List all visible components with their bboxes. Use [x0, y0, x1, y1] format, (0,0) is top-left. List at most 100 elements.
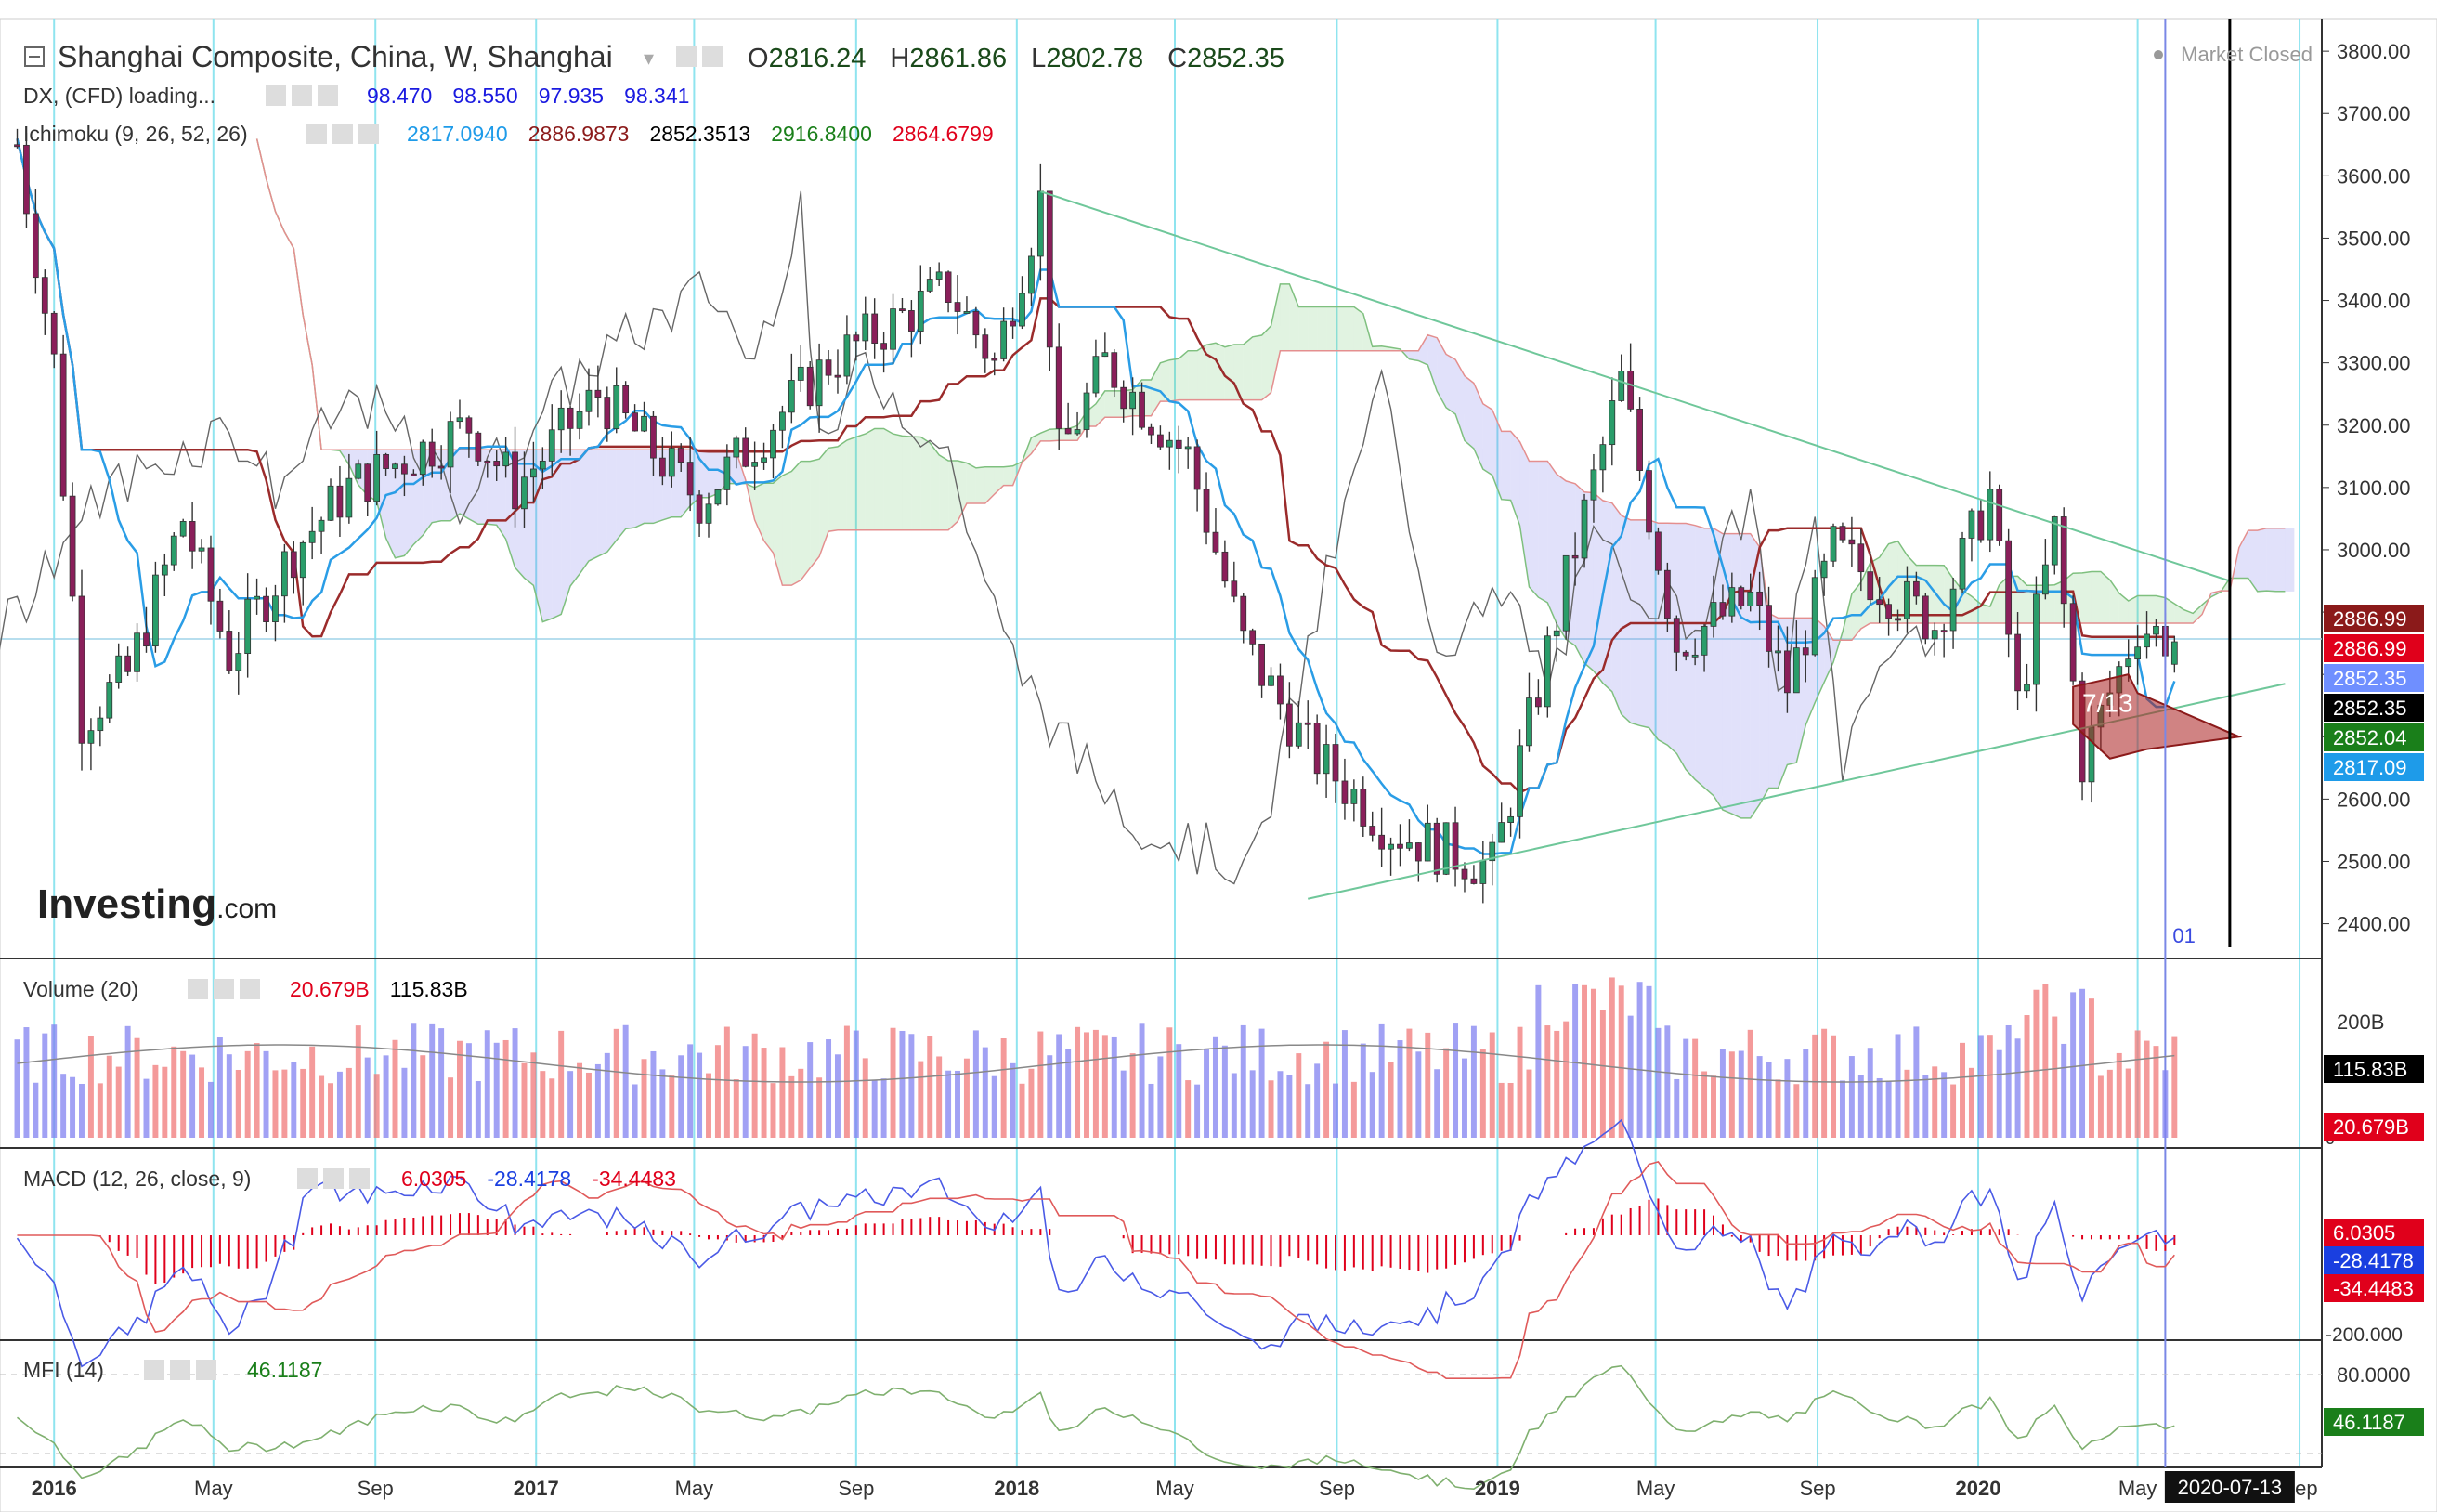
- ohlc-value: 2802.78: [1046, 44, 1143, 73]
- dx-close-icon[interactable]: [318, 85, 338, 106]
- macd-badge: -34.4483: [2324, 1274, 2424, 1302]
- cloud-segment: [1501, 431, 1511, 501]
- candle: [1848, 516, 1856, 567]
- macd-settings-icon[interactable]: [297, 1168, 318, 1189]
- candle-body: [1553, 630, 1560, 637]
- candle: [428, 428, 436, 478]
- volume-settings-icon[interactable]: [188, 979, 208, 999]
- ichimoku-gear-icon[interactable]: [332, 124, 353, 144]
- candle-body: [170, 535, 177, 566]
- volume-bar: [1941, 1072, 1948, 1138]
- volume-bar: [1599, 1010, 1606, 1138]
- candle: [484, 460, 491, 478]
- macd-value: -34.4483: [592, 1167, 676, 1191]
- cloud-segment: [1713, 528, 1723, 811]
- candle: [1452, 806, 1459, 887]
- collapse-icon[interactable]: [24, 46, 45, 67]
- title-menu-icon[interactable]: ▾: [644, 46, 654, 70]
- candle-body: [1895, 618, 1901, 621]
- volume-bar: [1194, 1084, 1201, 1138]
- price-axis: 3800.00 3700.00 3600.00 3500.00 3400.00 3300.…: [2322, 40, 2424, 1436]
- candle: [1175, 425, 1182, 474]
- candle-body: [1728, 587, 1736, 617]
- candle-body: [50, 312, 58, 355]
- candle: [1977, 499, 1985, 543]
- ichimoku-settings-icon[interactable]: [306, 124, 327, 144]
- volume-bar: [2089, 998, 2094, 1138]
- volume-bar: [1618, 985, 1624, 1138]
- candle-body: [69, 495, 76, 597]
- candle-body: [834, 374, 841, 378]
- macd-gear-icon[interactable]: [323, 1168, 344, 1189]
- volume-value: 115.83B: [390, 977, 468, 1001]
- volume-bar: [42, 1033, 48, 1138]
- candle: [1221, 540, 1229, 588]
- settings-icon[interactable]: [676, 46, 697, 67]
- cloud-segment: [2082, 571, 2092, 623]
- volume-bar: [448, 1077, 454, 1138]
- candle: [87, 718, 95, 771]
- volume-bar: [1664, 1025, 1671, 1138]
- mfi-study-label: MFI (14): [23, 1358, 104, 1382]
- candle: [677, 443, 684, 472]
- volume-bar: [1075, 1026, 1081, 1138]
- candle-body: [1323, 744, 1330, 775]
- volume-bar: [972, 1030, 979, 1138]
- cloud-segment: [2275, 528, 2286, 592]
- volume-bar: [650, 1050, 657, 1138]
- price-tick-label: 3000.00: [2337, 539, 2411, 562]
- volume-bar: [1010, 1062, 1016, 1138]
- candle: [1010, 307, 1016, 339]
- ichimoku-close-icon[interactable]: [358, 124, 379, 144]
- mfi-close-icon[interactable]: [196, 1360, 216, 1380]
- candle-body: [696, 494, 703, 524]
- volume-bar: [1434, 1069, 1440, 1138]
- candle-body: [815, 359, 823, 407]
- cloud-segment: [1824, 626, 1834, 683]
- price-tick-label: 3100.00: [2337, 476, 2411, 500]
- chart-grid: [0, 18, 2437, 1512]
- volume-bar: [687, 1044, 694, 1138]
- dx-gear-icon[interactable]: [292, 85, 312, 106]
- volume-close-icon[interactable]: [240, 979, 260, 999]
- cloud-segment: [1778, 618, 1788, 789]
- candle-body: [59, 353, 67, 497]
- candle: [106, 674, 113, 723]
- candle: [1139, 382, 1145, 430]
- candle-body: [1498, 822, 1505, 843]
- cloud-segment: [1409, 350, 1419, 361]
- macd-badge-bg: [2324, 1219, 2424, 1246]
- candle: [632, 404, 638, 432]
- candle-body: [179, 521, 187, 537]
- candle: [1258, 643, 1265, 698]
- cloud-segment: [1289, 283, 1299, 351]
- candle: [908, 300, 915, 358]
- candle-body: [761, 457, 767, 463]
- dx-settings-icon[interactable]: [266, 85, 286, 106]
- candle: [78, 569, 85, 771]
- macd-close-icon[interactable]: [349, 1168, 370, 1189]
- volume-bar: [908, 1034, 915, 1138]
- macd-signal-line: [17, 1160, 2175, 1379]
- mfi-gear-icon[interactable]: [170, 1360, 190, 1380]
- candle-body: [152, 574, 159, 647]
- volume-bar: [1037, 1031, 1044, 1138]
- candle: [475, 431, 482, 466]
- candle-body: [1922, 595, 1929, 640]
- volume-gear-icon[interactable]: [214, 979, 234, 999]
- candle: [1885, 598, 1892, 636]
- cloud-segment: [1197, 345, 1207, 400]
- cloud-segment: [1179, 350, 1189, 400]
- candle-body: [880, 343, 887, 350]
- candle: [2069, 594, 2077, 685]
- volume-bar: [862, 1058, 868, 1138]
- mfi-settings-icon[interactable]: [144, 1360, 164, 1380]
- price-badge-text: 2852.35: [2333, 697, 2407, 720]
- candle: [733, 435, 740, 469]
- close-icon[interactable]: [702, 46, 723, 67]
- candle-body: [2069, 603, 2077, 682]
- price-badge: 2852.35: [2324, 664, 2424, 692]
- volume-bar: [401, 1067, 408, 1138]
- cloud-segment: [2266, 528, 2276, 592]
